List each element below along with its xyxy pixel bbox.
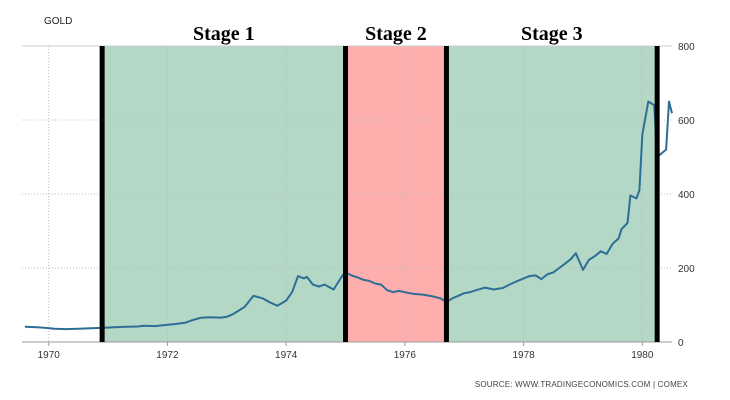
series-layer bbox=[24, 100, 673, 331]
stage-labels: Stage 1 Stage 2 Stage 3 bbox=[193, 23, 583, 45]
stage-band-2 bbox=[345, 46, 447, 342]
x-tick-label: 1970 bbox=[38, 350, 61, 361]
source-note: SOURCE: WWW.TRADINGECONOMICS.COM | COMEX bbox=[475, 380, 689, 389]
stage-label-2: Stage 2 bbox=[365, 23, 427, 45]
series-title: GOLD bbox=[44, 16, 72, 27]
x-axis: 1970 1972 1974 1976 1978 1980 bbox=[38, 342, 654, 361]
y-tick-label: 800 bbox=[678, 42, 695, 53]
y-axis: 0 200 400 600 800 bbox=[678, 42, 695, 349]
x-tick-label: 1972 bbox=[156, 350, 179, 361]
y-tick-label: 600 bbox=[678, 116, 695, 127]
y-tick-label: 0 bbox=[678, 338, 684, 349]
x-tick-label: 1976 bbox=[394, 350, 417, 361]
stage-dividers bbox=[99, 46, 660, 342]
stage-label-1: Stage 1 bbox=[193, 23, 255, 45]
y-tick-label: 200 bbox=[678, 264, 695, 275]
x-tick-label: 1974 bbox=[275, 350, 298, 361]
x-tick-label: 1978 bbox=[512, 350, 535, 361]
x-tick-label: 1980 bbox=[631, 350, 654, 361]
stage-label-3: Stage 3 bbox=[521, 23, 583, 45]
gold-price-line bbox=[24, 100, 673, 331]
y-tick-label: 400 bbox=[678, 190, 695, 201]
